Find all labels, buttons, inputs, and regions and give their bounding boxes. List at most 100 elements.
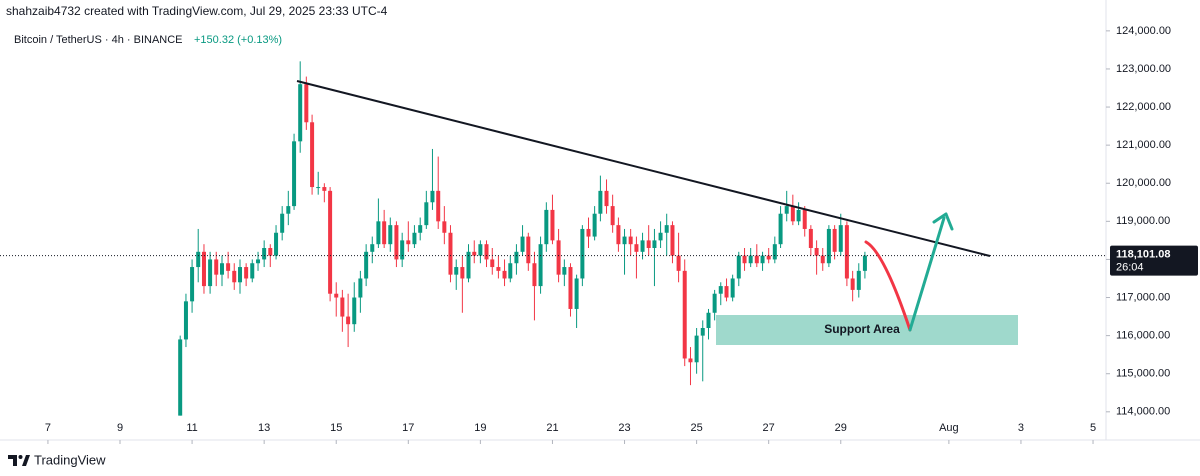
- candle-body: [376, 221, 381, 245]
- x-tick-label: 5: [1090, 422, 1096, 434]
- plot: [0, 61, 1106, 416]
- y-tick-label: 116,000.00: [1116, 330, 1170, 342]
- candle-body: [454, 267, 459, 275]
- candle-body: [274, 232, 279, 256]
- candle-body: [442, 221, 447, 233]
- candle-body: [484, 244, 489, 260]
- up-arrow-path: [908, 216, 946, 332]
- candle-body: [760, 255, 765, 264]
- candle-body: [706, 312, 711, 328]
- candle-body: [526, 236, 531, 264]
- y-tick-label: 117,000.00: [1116, 291, 1170, 303]
- price-label-box: [1110, 245, 1198, 276]
- candle-body: [790, 206, 795, 222]
- trend-line: [296, 80, 991, 257]
- candle-body: [334, 293, 339, 298]
- candle-body: [418, 225, 423, 233]
- footer-brand: TradingView: [34, 452, 106, 467]
- candle-body: [406, 240, 411, 245]
- candle-body: [850, 278, 855, 290]
- candle-body: [322, 187, 327, 191]
- candle-body: [250, 263, 255, 279]
- x-tick-label: 7: [45, 422, 51, 434]
- candle-body: [862, 255, 867, 271]
- candle-body: [316, 187, 321, 189]
- candle-body: [568, 267, 573, 309]
- candle-body: [520, 236, 525, 252]
- candle-body: [772, 244, 777, 260]
- y-tick-label: 114,000.00: [1116, 406, 1170, 418]
- candle-body: [610, 206, 615, 226]
- candle-body: [466, 251, 471, 279]
- candle-body: [796, 209, 801, 222]
- candle-body: [820, 255, 825, 264]
- candle-body: [736, 255, 741, 279]
- candle-body: [808, 228, 813, 248]
- candle-body: [328, 190, 333, 294]
- candle-body: [310, 122, 315, 188]
- candle-body: [754, 255, 759, 264]
- candle-body: [562, 267, 567, 275]
- x-tick-label: 19: [474, 422, 486, 434]
- candle-body: [394, 225, 399, 260]
- candle-body: [340, 297, 345, 317]
- x-tick-label: 23: [618, 422, 630, 434]
- candle-body: [544, 209, 549, 245]
- candle-body: [472, 251, 477, 256]
- candle-body: [201, 251, 206, 287]
- candle-body: [460, 267, 465, 279]
- candle-body: [658, 232, 663, 241]
- candle-body: [742, 255, 747, 264]
- candle-body: [388, 225, 393, 245]
- candle-body: [856, 270, 861, 290]
- candle-body: [604, 190, 609, 207]
- candle-body: [532, 263, 537, 287]
- candle-body: [550, 209, 555, 241]
- candle-body: [286, 206, 291, 214]
- candle-body: [646, 240, 651, 248]
- candle-body: [346, 316, 351, 325]
- x-tick-label: 17: [402, 422, 414, 434]
- candle-body: [784, 206, 789, 214]
- candle-body: [298, 84, 303, 142]
- candle-body: [178, 339, 183, 416]
- candle-body: [226, 263, 231, 271]
- candle-body: [190, 267, 195, 302]
- candle-body: [598, 190, 603, 214]
- candle-body: [826, 228, 831, 264]
- x-tick-label: Aug: [939, 422, 959, 434]
- candle-body: [370, 244, 375, 252]
- candle-body: [832, 228, 837, 252]
- candle-body: [219, 263, 224, 275]
- candle-body: [586, 228, 591, 237]
- y-tick-label: 120,000.00: [1116, 177, 1171, 189]
- candle-body: [592, 213, 597, 237]
- candle-body: [616, 225, 621, 245]
- candle-body: [382, 221, 387, 245]
- candle-body: [556, 240, 561, 275]
- y-tick-label: 121,000.00: [1116, 139, 1171, 151]
- candle-body: [514, 251, 519, 264]
- x-tick-label: 27: [763, 422, 775, 434]
- candle-body: [802, 209, 807, 229]
- x-tick-label: 29: [835, 422, 847, 434]
- candle-body: [622, 236, 627, 245]
- y-tick-label: 124,000.00: [1116, 25, 1171, 37]
- candle-body: [196, 251, 201, 268]
- candle-body: [412, 232, 417, 245]
- change-label: +150.32 (+0.13%): [194, 34, 282, 46]
- candle-body: [292, 141, 297, 207]
- price-label: 118,101.08: [1116, 248, 1170, 260]
- candle-body: [502, 270, 507, 279]
- candle-body: [208, 259, 213, 287]
- y-tick-label: 119,000.00: [1116, 215, 1170, 227]
- candle-body: [238, 267, 243, 283]
- x-tick-label: 11: [186, 422, 197, 434]
- x-tick-label: 21: [546, 422, 558, 434]
- candle-body: [844, 225, 849, 279]
- candle-body: [688, 358, 693, 363]
- candle-body: [574, 278, 579, 309]
- candle-body: [628, 236, 633, 245]
